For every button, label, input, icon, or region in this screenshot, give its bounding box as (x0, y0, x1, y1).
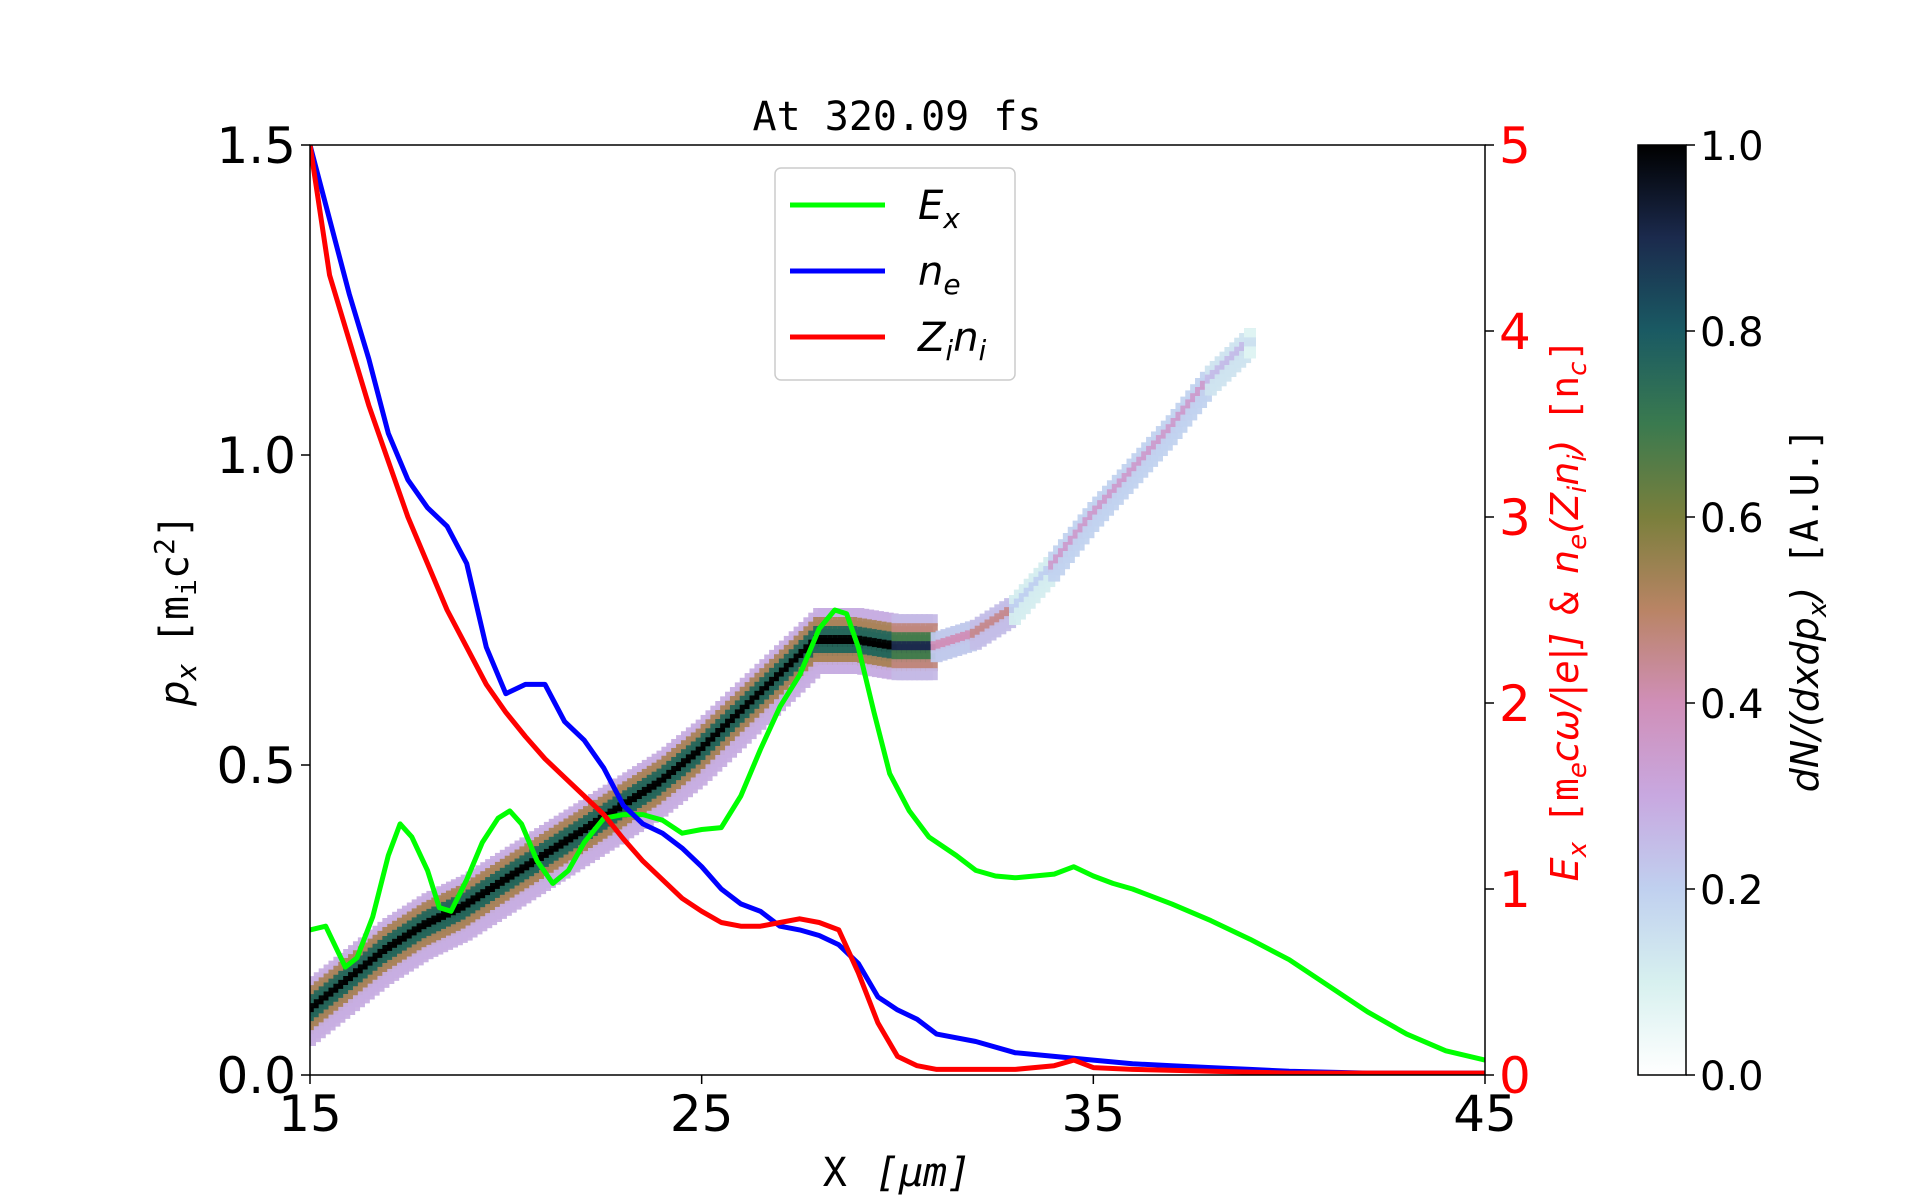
y-right-label-nc-open: [n (1543, 376, 1587, 422)
plot-area (310, 145, 1485, 1075)
phase-space-point (310, 952, 351, 1046)
legend-entry: ne (790, 249, 961, 301)
y-right-label-ni-sub: i (1563, 454, 1593, 462)
colorbar-label: dN/(dxdpx) [A.U.] (1783, 428, 1833, 793)
y-right-label-amp: & (1543, 592, 1587, 615)
y-right-label-ex-sub: x (1563, 841, 1593, 858)
phase-space-point (734, 649, 782, 749)
x-axis-label-main: X (823, 1150, 847, 1196)
phase-space-point (460, 852, 507, 941)
series-lines (310, 145, 1485, 1075)
y-right-label-nc-close: ] (1543, 339, 1587, 362)
y-left-axis-ticks: 0.0 0.5 1.0 1.5 (216, 117, 310, 1105)
y-left-tick-label: 0.5 (216, 737, 296, 795)
y-right-label-unit-sub: e (1563, 762, 1593, 778)
y-right-label-zi-sub: i (1563, 485, 1593, 493)
y-right-label-ex: E (1543, 857, 1587, 881)
x-tick-label: 45 (1453, 1085, 1517, 1143)
y-right-label-ne-sub: e (1563, 534, 1593, 550)
y-right-tick-label: 4 (1499, 303, 1531, 361)
phase-space-histogram (310, 328, 1256, 1046)
colorbar-tick-label: 0.6 (1700, 496, 1764, 542)
y-right-tick-label: 3 (1499, 489, 1531, 547)
phase-space-point (1244, 328, 1256, 359)
colorbar-ticks: 0.0 0.2 0.4 0.6 0.8 1.0 (1686, 124, 1764, 1100)
colorbar-gradient (1637, 144, 1687, 1076)
y-left-label-symbol: p (152, 681, 198, 707)
y-right-label-unit-tail: cω/|e|] (1543, 633, 1588, 762)
phase-space-point (656, 723, 703, 817)
y-left-label-sub: x (170, 664, 203, 682)
y-right-label-ne: n (1543, 550, 1587, 574)
y-left-label-unit: [m (152, 596, 198, 644)
legend-entry: Zini (790, 315, 987, 367)
y-left-label-unit-sup: 2 (148, 538, 181, 555)
y-right-tick-label: 0 (1499, 1047, 1531, 1105)
x-tick-label: 25 (670, 1085, 734, 1143)
y-left-tick-label: 1.0 (216, 427, 296, 485)
legend: Ex ne Zini (774, 167, 1016, 381)
colorbar-label-unit: [A.U.] (1783, 428, 1827, 565)
colorbar-tick-label: 0.2 (1700, 868, 1764, 914)
y-left-label-unit-tail: c (152, 555, 198, 579)
y-left-tick-label: 0.0 (216, 1047, 296, 1105)
y-right-label-zi: (Z (1543, 492, 1587, 534)
y-left-tick-label: 1.5 (216, 117, 296, 175)
legend-label: Ex (918, 183, 960, 235)
series-line-ne (310, 145, 1485, 1075)
x-tick-label: 35 (1062, 1085, 1126, 1143)
x-axis-ticks: 15 25 35 45 (278, 1075, 1517, 1143)
phase-space-point (343, 921, 390, 1015)
x-axis-label-unit: [μm] (875, 1150, 971, 1196)
y-left-label-unit-close: ] (152, 514, 198, 538)
legend-entry: Ex (790, 183, 960, 235)
phase-space-point (421, 876, 468, 960)
colorbar-tick-label: 0.8 (1700, 310, 1764, 356)
colorbar-label-close: ) (1783, 587, 1827, 605)
y-right-axis-label: Ex[mecω/|e|]&ne(Zini)[nc] (1543, 339, 1593, 882)
x-axis-label: X [μm] (823, 1150, 971, 1196)
y-left-axis-label: px [mic2] (148, 514, 203, 707)
colorbar-tick-label: 0.4 (1700, 682, 1764, 728)
y-left-label-unit-sub: i (170, 579, 203, 596)
y-right-tick-label: 5 (1499, 117, 1531, 175)
colorbar-tick-label: 1.0 (1700, 124, 1764, 170)
chart-title: At 320.09 fs (753, 94, 1042, 140)
y-right-label-unit-open: [m (1543, 778, 1587, 824)
phase-space-point (891, 614, 938, 681)
colorbar-tick-label: 0.0 (1700, 1054, 1764, 1100)
legend-label: Zini (917, 315, 987, 367)
y-right-axis-ticks: 0 1 2 3 4 5 (1485, 117, 1531, 1105)
colorbar-label-main: dN/(dxdp (1783, 617, 1827, 792)
series-line-Ex (310, 607, 1485, 1063)
legend-frame (774, 167, 1016, 381)
colorbar-label-sub: x (1803, 601, 1833, 618)
legend-label: ne (918, 249, 961, 301)
y-right-label-paren: ) (1543, 440, 1587, 458)
y-right-tick-label: 2 (1499, 675, 1531, 733)
series-line-Zini (310, 145, 1485, 1075)
y-right-label-nc-sub: c (1563, 362, 1593, 376)
y-right-label-ni: n (1543, 462, 1587, 486)
plot-frame (309, 144, 1486, 1076)
colorbar: 0.0 0.2 0.4 0.6 0.8 1.0 dN/(dxdpx) [A.U.] (1637, 124, 1833, 1100)
y-right-tick-label: 1 (1499, 861, 1531, 919)
x-tick-label: 15 (278, 1085, 342, 1143)
